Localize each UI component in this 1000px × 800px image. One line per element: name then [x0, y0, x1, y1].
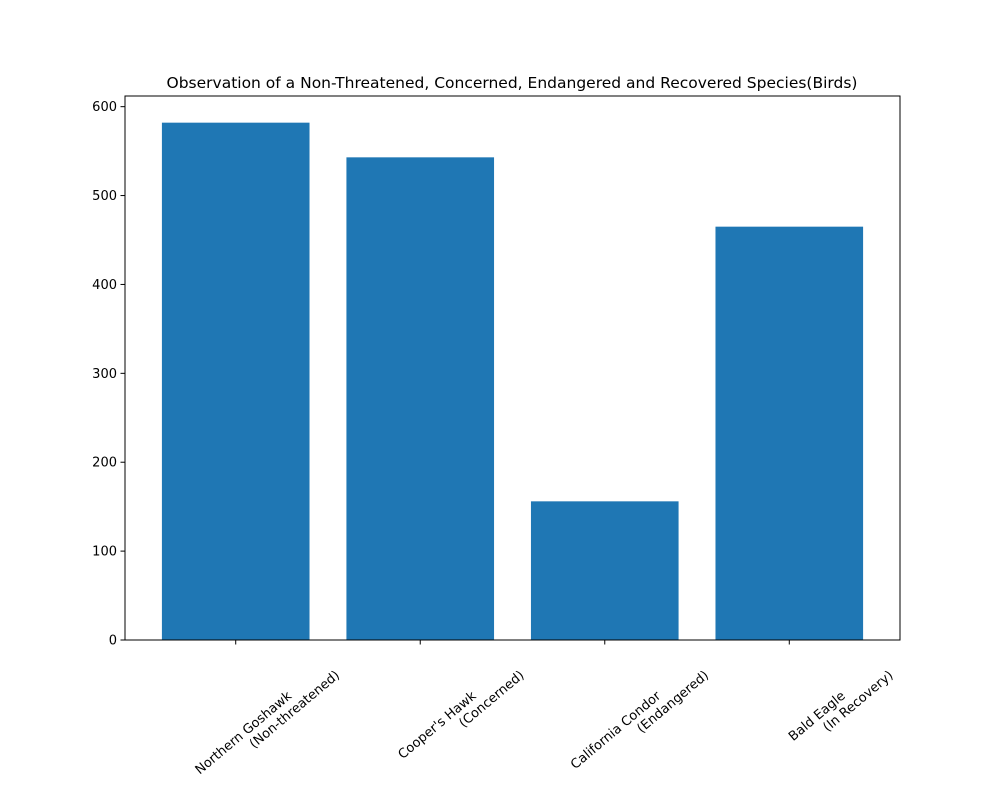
chart-title: Observation of a Non-Threatened, Concern… — [167, 74, 858, 92]
y-tick-label: 0 — [109, 634, 117, 649]
y-tick-label: 500 — [92, 189, 117, 204]
bar-1 — [346, 157, 495, 641]
bar-0 — [161, 122, 310, 640]
y-tick-label: 300 — [92, 367, 117, 382]
y-tick-label: 400 — [92, 278, 117, 293]
plot-frame — [124, 95, 901, 641]
bars-group — [161, 122, 864, 641]
bar-3 — [715, 226, 864, 640]
y-tick-label: 600 — [92, 100, 117, 115]
y-tick-label: 100 — [92, 545, 117, 560]
y-axis: 0 100 200 300 400 500 600 — [92, 100, 125, 649]
y-tick-label: 200 — [92, 456, 117, 471]
bar-2 — [530, 501, 679, 640]
